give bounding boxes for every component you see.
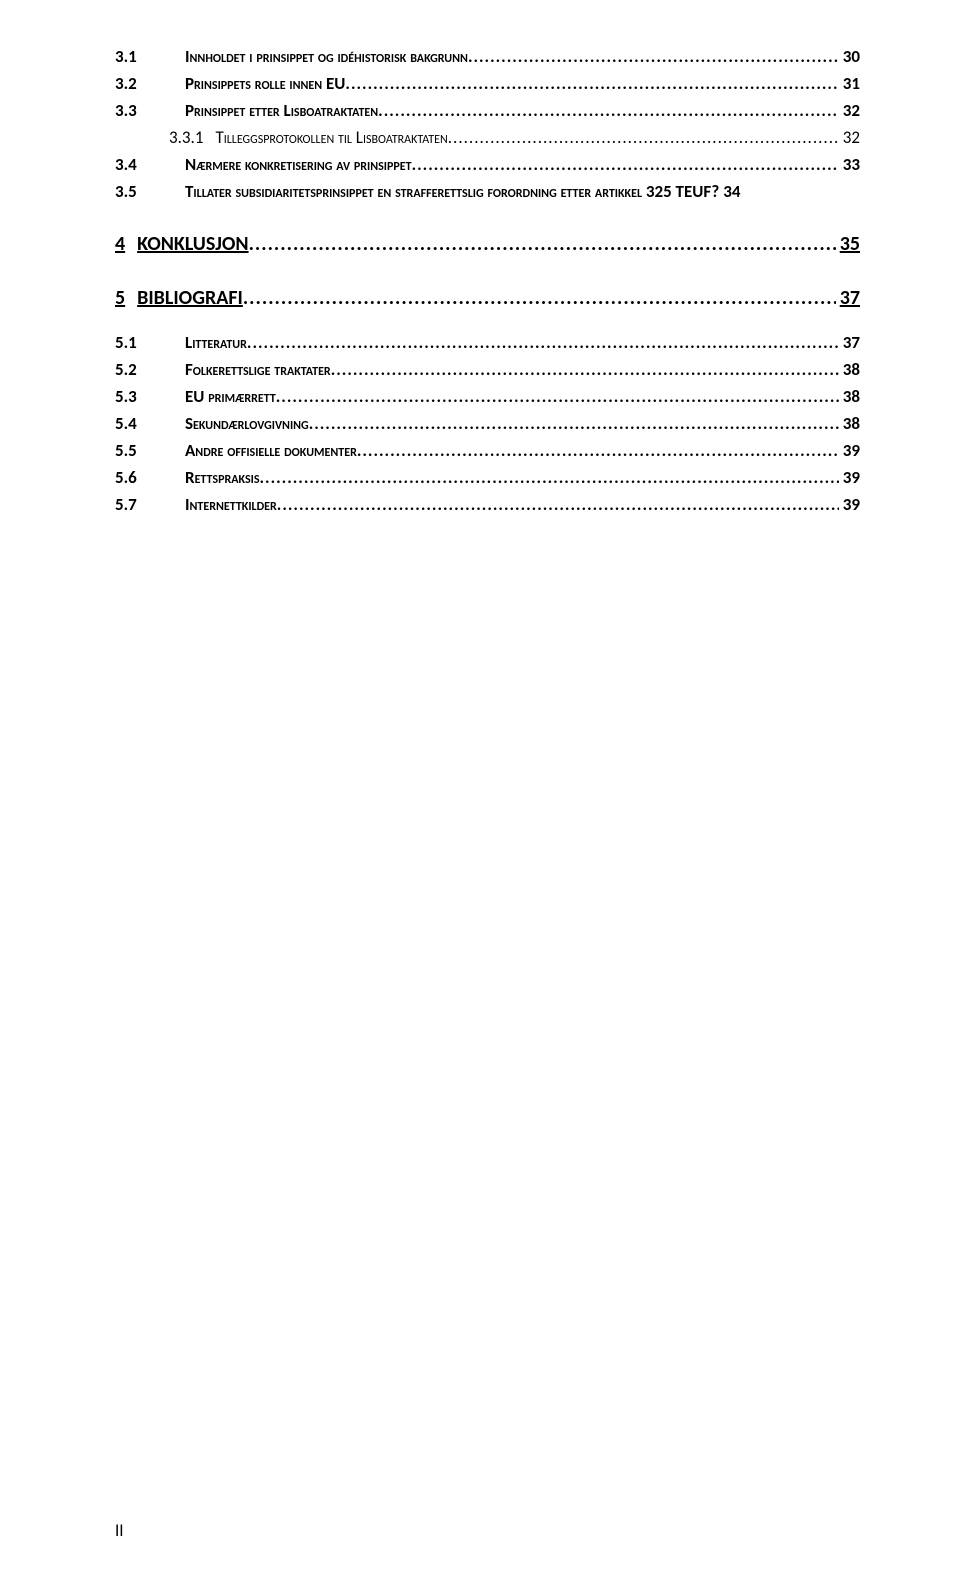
toc-number: 5.2 (115, 359, 185, 380)
toc-number: 5.4 (115, 413, 185, 434)
toc-number: 5.5 (115, 440, 185, 461)
toc-page: 32 (839, 127, 860, 148)
toc-label: KONKLUSJON (137, 232, 248, 256)
toc-page: 37 (839, 332, 860, 353)
toc-page: 31 (839, 73, 860, 94)
toc-page: 32 (839, 100, 860, 121)
toc-label: Innholdet i prinsippet og idéhistorisk b… (185, 46, 468, 67)
toc-entry: 5.1 Litteratur 37 (115, 332, 860, 353)
toc-entry-sub: 3.3.1 Tilleggsprotokollen til Lisboatrak… (115, 127, 860, 148)
toc-label: BIBLIOGRAFI (137, 286, 243, 310)
toc-page: 38 (839, 413, 860, 434)
toc-page: 34 (719, 181, 740, 202)
toc-leader (249, 232, 836, 256)
toc-label: Nærmere konkretisering av prinsippet (185, 154, 412, 175)
toc-entry: 3.2 Prinsippets rolle innen EU 31 (115, 73, 860, 94)
toc-number: 3.4 (115, 154, 185, 175)
toc-entry: 3.5 Tillater subsidiaritetsprinsippet en… (115, 181, 860, 202)
page-number-footer: II (115, 1520, 124, 1541)
toc-page: 39 (839, 467, 860, 488)
toc-label: Andre offisielle dokumenter (185, 440, 357, 461)
toc-label: Tilleggsprotokollen til Lisboatraktaten (215, 127, 447, 148)
toc-leader (309, 413, 839, 434)
toc-entry: 5.4 Sekundærlovgivning 38 (115, 413, 860, 434)
toc-leader (378, 100, 839, 121)
toc-page: 38 (839, 359, 860, 380)
toc-leader (468, 46, 839, 67)
toc-leader (412, 154, 839, 175)
toc-leader (276, 386, 839, 407)
toc-page: 39 (839, 494, 860, 515)
toc-label: EU primærrett (185, 386, 276, 407)
toc-section-heading: 4 KONKLUSJON 35 (115, 232, 860, 256)
toc-entry: 5.7 Internettkilder 39 (115, 494, 860, 515)
toc-leader (345, 73, 838, 94)
toc-entry: 3.3 Prinsippet etter Lisboatraktaten 32 (115, 100, 860, 121)
toc-leader (331, 359, 839, 380)
toc-leader (243, 286, 836, 310)
toc-page: 39 (839, 440, 860, 461)
toc-number: 3.2 (115, 73, 185, 94)
toc-number: 3.5 (115, 181, 185, 202)
toc-number: 3.3.1 (169, 127, 215, 148)
toc-leader (247, 332, 839, 353)
toc-page: 37 (836, 286, 860, 310)
toc-label: Prinsippet etter Lisboatraktaten (185, 100, 378, 121)
toc-leader (448, 127, 839, 148)
toc-page: 33 (839, 154, 860, 175)
toc-number: 3.3 (115, 100, 185, 121)
page: 3.1 Innholdet i prinsippet og idéhistori… (0, 0, 960, 1583)
toc-number: 5.1 (115, 332, 185, 353)
toc-entry: 5.2 Folkerettslige traktater 38 (115, 359, 860, 380)
toc-entry: 3.4 Nærmere konkretisering av prinsippet… (115, 154, 860, 175)
toc-page: 38 (839, 386, 860, 407)
toc-label: Folkerettslige traktater (185, 359, 331, 380)
toc-entry: 3.1 Innholdet i prinsippet og idéhistori… (115, 46, 860, 67)
toc-page: 30 (839, 46, 860, 67)
toc-entry: 5.3 EU primærrett 38 (115, 386, 860, 407)
toc-number: 4 (115, 232, 137, 256)
toc-page: 35 (836, 232, 860, 256)
toc-label: Prinsippets rolle innen EU (185, 73, 345, 94)
toc-number: 5.3 (115, 386, 185, 407)
toc-label: Rettspraksis (185, 467, 260, 488)
toc-leader (277, 494, 839, 515)
toc-leader (357, 440, 839, 461)
toc-label: Litteratur (185, 332, 247, 353)
toc-number: 5 (115, 286, 137, 310)
toc-leader (260, 467, 839, 488)
toc-number: 5.7 (115, 494, 185, 515)
toc-number: 5.6 (115, 467, 185, 488)
toc-label: Sekundærlovgivning (185, 413, 309, 434)
toc-section-heading: 5 BIBLIOGRAFI 37 (115, 286, 860, 310)
toc-label: Tillater subsidiaritetsprinsippet en str… (185, 181, 719, 202)
toc-entry: 5.5 Andre offisielle dokumenter 39 (115, 440, 860, 461)
toc-number: 3.1 (115, 46, 185, 67)
toc-entry: 5.6 Rettspraksis 39 (115, 467, 860, 488)
toc-label: Internettkilder (185, 494, 277, 515)
